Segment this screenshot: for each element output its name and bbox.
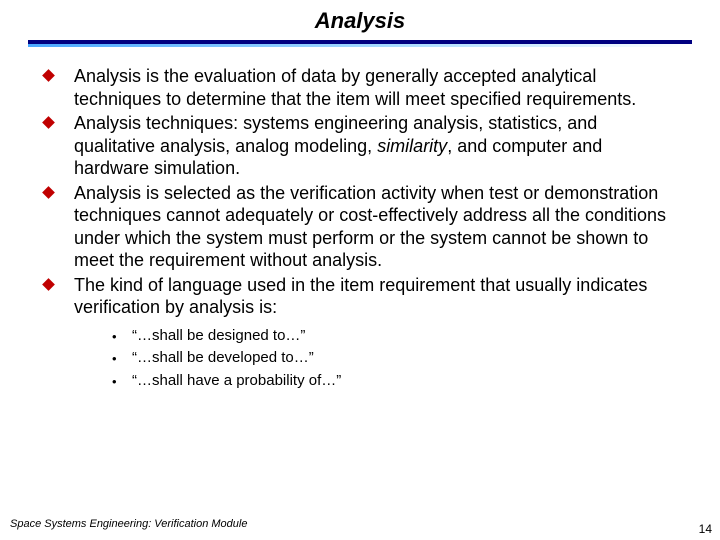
dot-icon: • — [112, 327, 117, 347]
bullet-text-italic: similarity — [377, 136, 447, 156]
bullet-text: The kind of language used in the item re… — [74, 275, 647, 318]
rule-bar-bottom — [28, 44, 692, 47]
content-area: Analysis is the evaluation of data by ge… — [44, 65, 676, 392]
diamond-icon — [42, 278, 55, 291]
bullet-item: Analysis is selected as the verification… — [44, 182, 676, 272]
sub-bullet-item: • “…shall be designed to…” — [112, 325, 676, 348]
sub-bullet-item: • “…shall have a probability of…” — [112, 370, 676, 393]
sub-bullet-text: “…shall be developed to…” — [132, 349, 314, 366]
dot-icon: • — [112, 349, 117, 369]
bullet-item: The kind of language used in the item re… — [44, 274, 676, 393]
sub-bullet-text: “…shall be designed to…” — [132, 327, 305, 344]
bullet-list: Analysis is the evaluation of data by ge… — [44, 65, 676, 392]
diamond-icon — [42, 116, 55, 129]
diamond-icon — [42, 69, 55, 82]
bullet-text: Analysis is selected as the verification… — [74, 183, 666, 271]
page-number: 14 — [699, 522, 712, 536]
sub-bullet-text: “…shall have a probability of…” — [132, 372, 341, 389]
slide: Analysis Analysis is the evaluation of d… — [0, 0, 720, 540]
title-block: Analysis — [0, 0, 720, 34]
diamond-icon — [42, 186, 55, 199]
sub-bullet-list: • “…shall be designed to…” • “…shall be … — [74, 325, 676, 393]
title-rule — [28, 40, 692, 47]
footer-text: Space Systems Engineering: Verification … — [10, 518, 247, 530]
bullet-item: Analysis techniques: systems engineering… — [44, 112, 676, 180]
dot-icon: • — [112, 372, 117, 392]
slide-title: Analysis — [315, 8, 406, 34]
bullet-text: Analysis is the evaluation of data by ge… — [74, 66, 636, 109]
bullet-item: Analysis is the evaluation of data by ge… — [44, 65, 676, 110]
sub-bullet-item: • “…shall be developed to…” — [112, 347, 676, 370]
